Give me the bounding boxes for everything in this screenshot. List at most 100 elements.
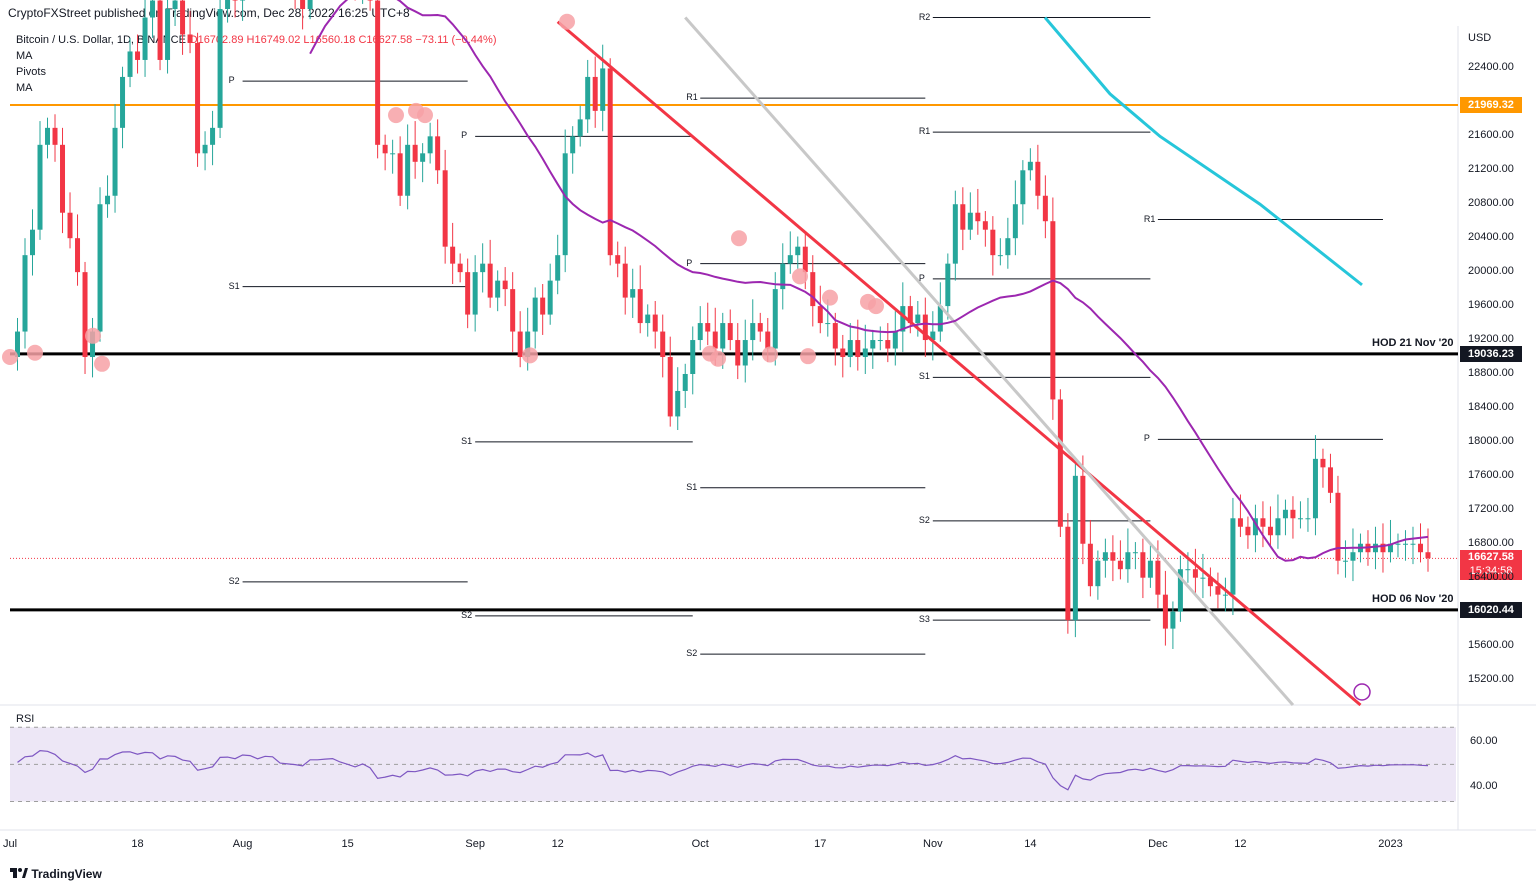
candle-body-139: [1050, 221, 1056, 400]
candle-body-85: [645, 314, 651, 324]
touch-marker-17: [868, 298, 884, 315]
candle-body-93: [705, 323, 711, 332]
touch-marker-11: [731, 230, 747, 247]
candle-body-175: [1320, 458, 1326, 468]
publisher-line: CryptoFXStreet published on TradingView.…: [8, 6, 410, 20]
candle-body-83: [630, 289, 636, 298]
candle-body-114: [862, 348, 868, 358]
candle-body-120: [907, 306, 913, 324]
candle-body-111: [840, 348, 846, 358]
indicator-ma-2[interactable]: MA: [16, 82, 33, 94]
tradingview-logo-icon: [10, 868, 28, 878]
indicator-pivots[interactable]: Pivots: [16, 66, 46, 78]
candle-body-72: [547, 280, 553, 315]
candle-body-89: [675, 390, 681, 417]
candle-body-16: [127, 51, 133, 77]
candle-body-75: [570, 136, 576, 154]
candle-body-127: [960, 204, 966, 230]
candle-body-172: [1297, 518, 1303, 520]
time-tick-4: Sep: [465, 838, 485, 850]
candle-body-94: [712, 331, 718, 349]
pivot-label-12: P: [918, 272, 925, 283]
candle-body-84: [637, 289, 643, 324]
candle-body-185: [1395, 543, 1401, 545]
candle-body-174: [1312, 458, 1318, 519]
candle-body-161: [1215, 586, 1221, 595]
candle-body-90: [682, 373, 688, 391]
candle-body-186: [1402, 543, 1408, 545]
candle-body-69: [525, 331, 531, 358]
candle-body-177: [1335, 492, 1341, 561]
pivot-label-5: S2: [461, 609, 473, 620]
candle-body-130: [982, 221, 988, 230]
candle-body-154: [1162, 594, 1168, 629]
touch-marker-13: [792, 268, 808, 285]
candle-body-27: [210, 127, 216, 145]
candle-body-79: [600, 68, 606, 111]
candle-body-86: [652, 314, 658, 332]
candle-body-31: [240, 0, 246, 1]
pivot-label-16: R1: [1143, 213, 1156, 224]
candle-body-128: [967, 212, 973, 230]
candle-body-73: [555, 255, 561, 281]
note-hod-06-nov: HOD 06 Nov '20: [1372, 592, 1454, 605]
trendline-0: [556, 20, 1362, 707]
candle-body-113: [855, 340, 861, 358]
candle-body-20: [157, 0, 163, 60]
level-tag-orange: 21969.32: [1460, 96, 1522, 113]
candle-body-11: [90, 331, 96, 358]
candle-body-97: [735, 340, 741, 366]
candle-body-62: [472, 272, 478, 315]
candle-body-148: [1117, 560, 1123, 570]
candle-body-178: [1342, 560, 1348, 562]
candle-body-103: [780, 263, 786, 290]
candle-body-122: [922, 314, 928, 341]
candle-body-125: [945, 263, 951, 307]
price-tick-8: 18800.00: [1468, 366, 1514, 379]
countdown-value: 15:34:58: [1469, 565, 1513, 578]
pivot-label-2: S2: [228, 575, 240, 586]
moving-average-slow: [1043, 16, 1363, 287]
candle-body-117: [885, 340, 891, 349]
candle-body-71: [540, 297, 546, 315]
price-tick-12: 17200.00: [1468, 502, 1514, 515]
time-tick-6: Oct: [691, 838, 709, 850]
indicator-ma-1[interactable]: MA: [16, 50, 33, 62]
touch-marker-12: [762, 346, 778, 363]
candle-body-155: [1170, 611, 1176, 629]
candle-body-168: [1267, 526, 1273, 536]
candle-body-188: [1417, 543, 1423, 553]
candle-body-76: [577, 119, 583, 137]
candle-body-163: [1230, 518, 1236, 595]
price-tick-14: 16400.00: [1468, 570, 1514, 583]
candle-body-95: [720, 323, 726, 349]
candle-body-50: [382, 144, 388, 154]
candle-body-123: [930, 331, 936, 341]
candle-body-24: [187, 34, 193, 43]
pivot-label-7: P: [686, 257, 693, 268]
candle-body-124: [937, 306, 943, 332]
trendline-1: [684, 16, 1295, 706]
price-tick-6: 19600.00: [1468, 299, 1514, 312]
price-tick-2: 21200.00: [1468, 163, 1514, 176]
candle-body-189: [1425, 552, 1431, 559]
candle-body-142: [1072, 475, 1078, 621]
candle-body-173: [1305, 518, 1311, 520]
candle-body-64: [487, 263, 493, 298]
pivot-label-10: R2: [918, 11, 931, 22]
candle-body-57: [435, 136, 441, 171]
time-tick-12: 2023: [1378, 838, 1403, 850]
candle-body-126: [952, 204, 958, 264]
touch-marker-6: [417, 107, 433, 124]
price-tick-5: 20000.00: [1468, 265, 1514, 278]
candle-body-87: [660, 331, 666, 358]
candle-body-121: [915, 314, 921, 324]
candle-body-138: [1042, 195, 1048, 222]
pivot-label-4: S1: [461, 435, 473, 446]
candle-body-140: [1057, 399, 1063, 527]
candle-body-146: [1102, 552, 1108, 561]
candle-body-171: [1290, 509, 1296, 519]
rsi-tick-40: 40.00: [1470, 780, 1498, 792]
